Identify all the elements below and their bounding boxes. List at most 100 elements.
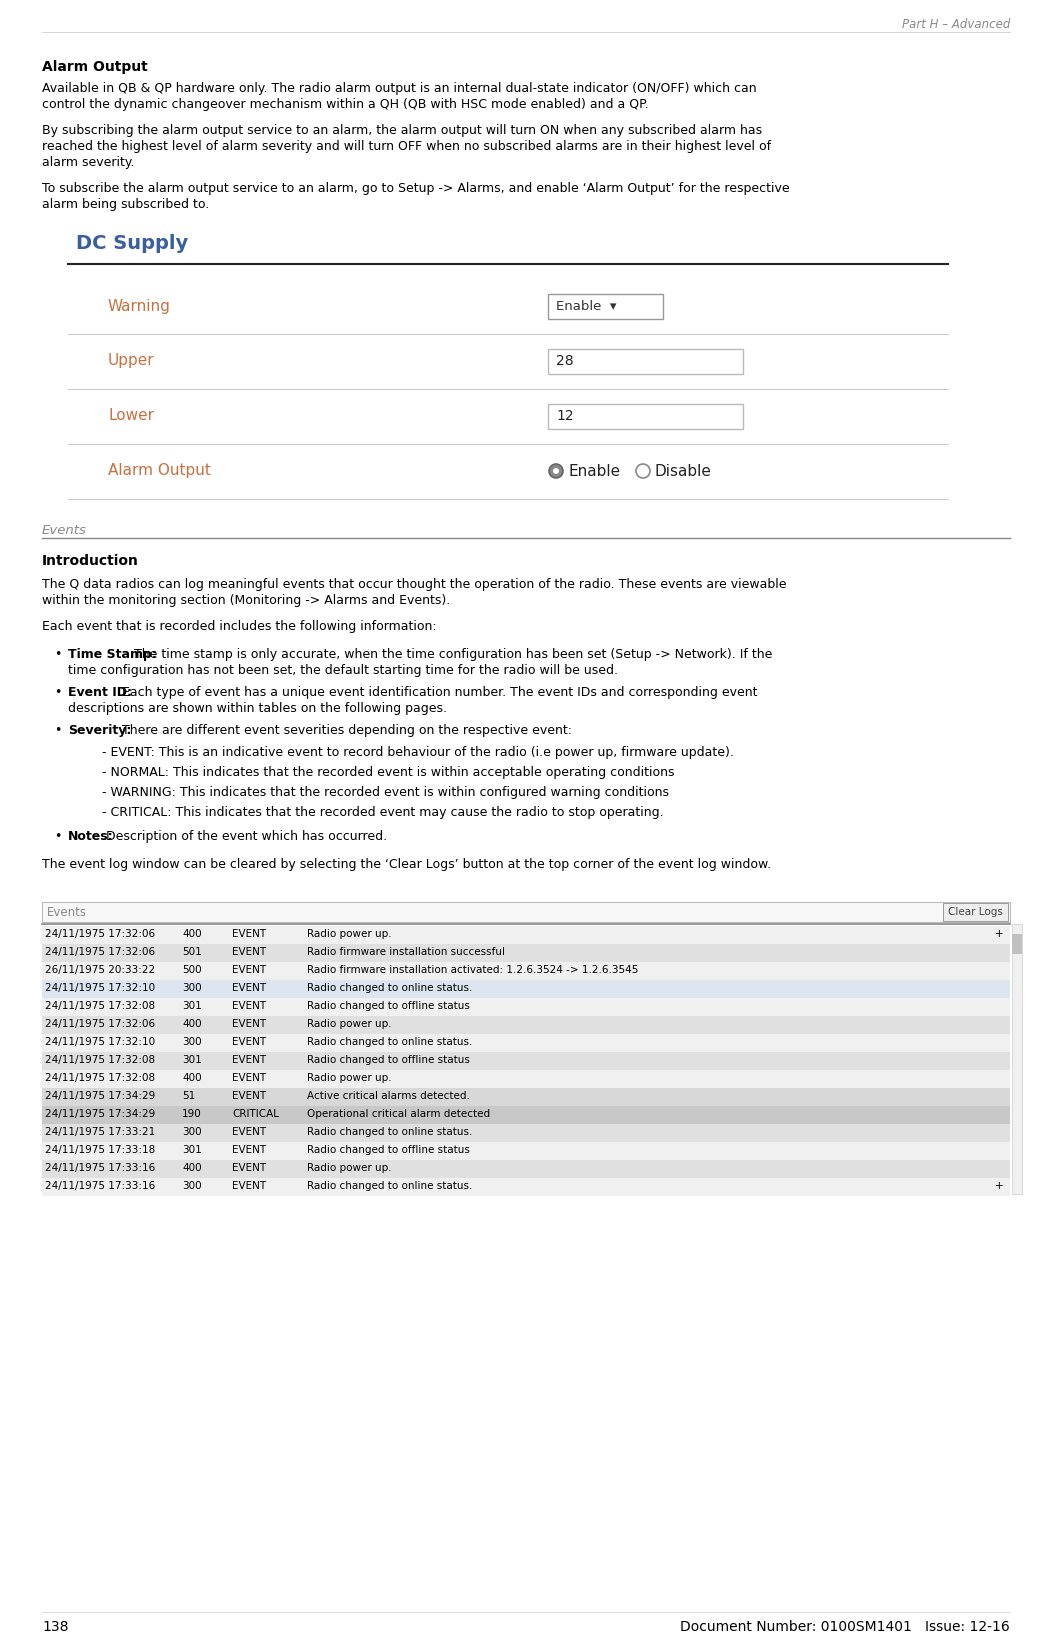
Text: Enable: Enable xyxy=(568,463,621,478)
Text: 24/11/1975 17:33:16: 24/11/1975 17:33:16 xyxy=(45,1180,155,1192)
Text: 24/11/1975 17:33:16: 24/11/1975 17:33:16 xyxy=(45,1162,155,1174)
Text: Radio changed to offline status: Radio changed to offline status xyxy=(307,1000,470,1012)
Text: - EVENT: This is an indicative event to record behaviour of the radio (i.e power: - EVENT: This is an indicative event to … xyxy=(102,746,734,760)
Text: Event ID:: Event ID: xyxy=(68,686,132,699)
Text: 28: 28 xyxy=(556,354,573,368)
Text: EVENT: EVENT xyxy=(232,1000,266,1012)
Bar xyxy=(42,927,1010,945)
Text: EVENT: EVENT xyxy=(232,1180,266,1192)
Text: EVENT: EVENT xyxy=(232,1126,266,1138)
Bar xyxy=(42,1053,1010,1071)
Text: Events: Events xyxy=(42,524,87,537)
Text: Operational critical alarm detected: Operational critical alarm detected xyxy=(307,1108,490,1120)
Text: Introduction: Introduction xyxy=(42,553,139,568)
Text: By subscribing the alarm output service to an alarm, the alarm output will turn : By subscribing the alarm output service … xyxy=(42,124,762,138)
Text: EVENT: EVENT xyxy=(232,1090,266,1102)
Text: 24/11/1975 17:32:08: 24/11/1975 17:32:08 xyxy=(45,1000,155,1012)
Text: - CRITICAL: This indicates that the recorded event may cause the radio to stop o: - CRITICAL: This indicates that the reco… xyxy=(102,805,664,818)
Text: EVENT: EVENT xyxy=(232,1036,266,1048)
Text: 301: 301 xyxy=(182,1144,202,1156)
Text: time configuration has not been set, the default starting time for the radio wil: time configuration has not been set, the… xyxy=(68,665,618,678)
Text: •: • xyxy=(54,830,61,843)
Text: 24/11/1975 17:33:21: 24/11/1975 17:33:21 xyxy=(45,1126,155,1138)
Bar xyxy=(548,403,743,429)
Bar xyxy=(42,902,1010,922)
Text: EVENT: EVENT xyxy=(232,1054,266,1066)
Text: Events: Events xyxy=(47,905,87,918)
Text: Radio power up.: Radio power up. xyxy=(307,1072,392,1084)
Text: 24/11/1975 17:32:08: 24/11/1975 17:32:08 xyxy=(45,1072,155,1084)
Text: Radio power up.: Radio power up. xyxy=(307,930,392,940)
Text: Radio changed to offline status: Radio changed to offline status xyxy=(307,1144,470,1156)
Bar xyxy=(943,904,1008,922)
Circle shape xyxy=(636,463,650,478)
Text: 51: 51 xyxy=(182,1090,195,1102)
Text: 300: 300 xyxy=(182,1126,202,1138)
Text: 138: 138 xyxy=(42,1621,68,1634)
Bar xyxy=(548,349,743,373)
Text: Part H – Advanced: Part H – Advanced xyxy=(902,18,1010,31)
Text: reached the highest level of alarm severity and will turn OFF when no subscribed: reached the highest level of alarm sever… xyxy=(42,141,771,152)
Text: Upper: Upper xyxy=(108,354,154,368)
Bar xyxy=(42,1017,1010,1035)
Text: Description of the event which has occurred.: Description of the event which has occur… xyxy=(102,830,386,843)
Text: Clear Logs: Clear Logs xyxy=(948,907,1003,917)
Text: To subscribe the alarm output service to an alarm, go to Setup -> Alarms, and en: To subscribe the alarm output service to… xyxy=(42,182,790,195)
Text: Notes:: Notes: xyxy=(68,830,113,843)
Text: Radio power up.: Radio power up. xyxy=(307,1018,392,1030)
Text: - NORMAL: This indicates that the recorded event is within acceptable operating : - NORMAL: This indicates that the record… xyxy=(102,766,674,779)
Text: Warning: Warning xyxy=(108,298,171,314)
Text: EVENT: EVENT xyxy=(232,946,266,958)
Text: The Q data radios can log meaningful events that occur thought the operation of : The Q data radios can log meaningful eve… xyxy=(42,578,786,591)
Bar xyxy=(42,945,1010,963)
Text: Radio firmware installation activated: 1.2.6.3524 -> 1.2.6.3545: Radio firmware installation activated: 1… xyxy=(307,964,638,976)
Bar xyxy=(1012,923,1022,1193)
Text: The time stamp is only accurate, when the time configuration has been set (Setup: The time stamp is only accurate, when th… xyxy=(129,648,772,661)
Text: Active critical alarms detected.: Active critical alarms detected. xyxy=(307,1090,470,1102)
Bar xyxy=(42,1125,1010,1143)
Text: •: • xyxy=(54,648,61,661)
Bar xyxy=(42,1071,1010,1089)
Text: 24/11/1975 17:33:18: 24/11/1975 17:33:18 xyxy=(45,1144,155,1156)
Text: 26/11/1975 20:33:22: 26/11/1975 20:33:22 xyxy=(45,964,155,976)
Text: 24/11/1975 17:32:06: 24/11/1975 17:32:06 xyxy=(45,1018,155,1030)
Text: - WARNING: This indicates that the recorded event is within configured warning c: - WARNING: This indicates that the recor… xyxy=(102,786,669,799)
Text: control the dynamic changeover mechanism within a QH (QB with HSC mode enabled) : control the dynamic changeover mechanism… xyxy=(42,98,649,111)
Text: There are different event severities depending on the respective event:: There are different event severities dep… xyxy=(119,724,572,737)
Text: EVENT: EVENT xyxy=(232,1018,266,1030)
Text: descriptions are shown within tables on the following pages.: descriptions are shown within tables on … xyxy=(68,702,447,715)
Text: 190: 190 xyxy=(182,1108,202,1120)
Text: 400: 400 xyxy=(182,1162,202,1174)
Bar xyxy=(42,963,1010,981)
Text: EVENT: EVENT xyxy=(232,964,266,976)
Text: Time Stamp:: Time Stamp: xyxy=(68,648,156,661)
Text: •: • xyxy=(54,686,61,699)
Text: alarm being subscribed to.: alarm being subscribed to. xyxy=(42,198,209,211)
Bar xyxy=(42,1179,1010,1197)
Text: Available in QB & QP hardware only. The radio alarm output is an internal dual-s: Available in QB & QP hardware only. The … xyxy=(42,82,757,95)
Text: 301: 301 xyxy=(182,1000,202,1012)
Text: 400: 400 xyxy=(182,930,202,940)
Text: 24/11/1975 17:34:29: 24/11/1975 17:34:29 xyxy=(45,1090,155,1102)
Text: EVENT: EVENT xyxy=(232,1162,266,1174)
Text: CRITICAL: CRITICAL xyxy=(232,1108,279,1120)
Bar xyxy=(42,1089,1010,1107)
Text: Each event that is recorded includes the following information:: Each event that is recorded includes the… xyxy=(42,620,437,634)
Bar xyxy=(42,981,1010,999)
Text: EVENT: EVENT xyxy=(232,982,266,994)
Circle shape xyxy=(553,468,559,475)
Bar xyxy=(42,999,1010,1017)
Text: The event log window can be cleared by selecting the ‘Clear Logs’ button at the : The event log window can be cleared by s… xyxy=(42,858,771,871)
Text: Radio changed to online status.: Radio changed to online status. xyxy=(307,1036,472,1048)
Text: 24/11/1975 17:32:08: 24/11/1975 17:32:08 xyxy=(45,1054,155,1066)
Bar xyxy=(42,1161,1010,1179)
Text: 24/11/1975 17:32:06: 24/11/1975 17:32:06 xyxy=(45,946,155,958)
Text: 24/11/1975 17:32:10: 24/11/1975 17:32:10 xyxy=(45,1036,155,1048)
Circle shape xyxy=(549,463,563,478)
Bar xyxy=(42,1143,1010,1161)
Text: Disable: Disable xyxy=(655,463,712,478)
Text: EVENT: EVENT xyxy=(232,930,266,940)
Text: Radio power up.: Radio power up. xyxy=(307,1162,392,1174)
Bar xyxy=(42,1035,1010,1053)
Text: 12: 12 xyxy=(556,409,573,422)
